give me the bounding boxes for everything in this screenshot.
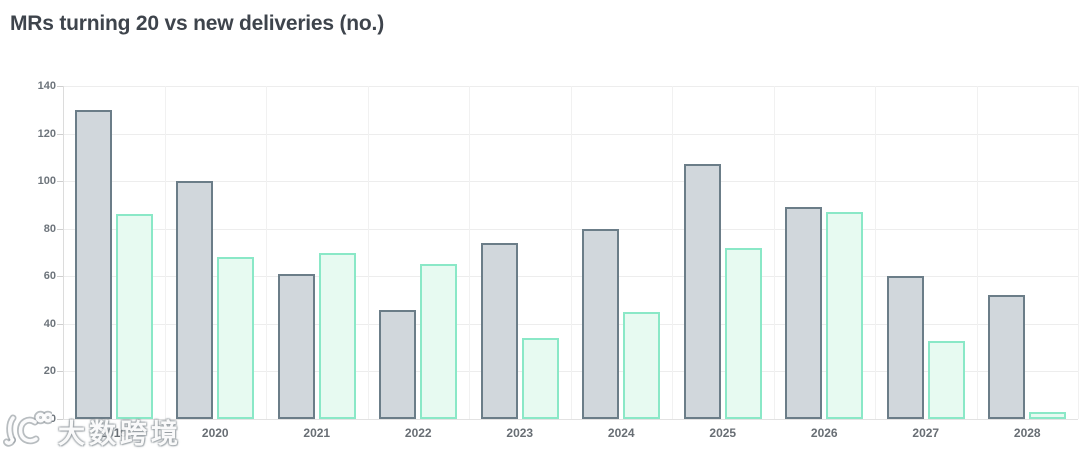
bar-mrs-turning-20[interactable] [176,181,214,419]
x-gridline [773,86,775,419]
y-gridline [63,323,1078,325]
x-axis-label: 2028 [1013,426,1041,440]
x-gridline [266,86,267,419]
x-axis-label: 2022 [404,426,432,440]
x-axis-label: 2025 [709,426,737,440]
y-gridline [63,133,1078,135]
y-axis-tick [57,419,63,420]
bar-mrs-turning-20[interactable] [480,242,518,419]
x-axis-label: 2019 [100,426,128,440]
y-gridline [63,228,1078,230]
bar-new-deliveries[interactable] [420,264,458,419]
x-axis-label: 2024 [607,426,635,440]
bar-mrs-turning-20[interactable] [683,164,721,419]
bar-new-deliveries[interactable] [724,247,762,419]
x-gridline [875,86,876,419]
brand-swirl-logo-icon [2,409,55,454]
y-axis-tick [57,181,63,183]
y-gridline [63,86,1078,87]
bar-mrs-turning-20[interactable] [886,276,924,419]
x-gridline [1078,86,1079,419]
x-gridline [976,86,978,419]
bar-mrs-turning-20[interactable] [277,273,315,419]
x-axis-label: 2027 [912,426,940,440]
x-gridline [164,86,166,419]
y-gridline [63,371,1078,373]
bar-mrs-turning-20[interactable] [74,109,112,419]
y-gridline [63,276,1078,278]
y-axis-label: 20 [43,365,56,378]
y-axis-tick [57,371,63,373]
y-axis-tick [57,276,63,278]
x-axis-label: 2020 [201,426,229,440]
y-axis-label: 80 [43,222,56,235]
x-axis-label: 2026 [810,426,838,440]
x-axis-label: 2021 [303,426,331,440]
y-axis-label: 0 [49,413,56,425]
x-gridline [367,86,369,419]
y-axis-tick [57,228,63,230]
y-gridline [63,181,1078,183]
y-axis-tick [57,86,63,87]
bar-mrs-turning-20[interactable] [988,295,1026,419]
y-axis-label: 40 [43,317,56,330]
y-axis-label: 140 [37,80,56,92]
y-gridline [63,419,1078,420]
bar-new-deliveries[interactable] [826,212,864,419]
x-gridline [672,86,673,419]
bar-mrs-turning-20[interactable] [379,309,417,419]
chart-title: MRs turning 20 vs new deliveries (no.) [10,12,384,35]
bar-new-deliveries[interactable] [1029,411,1067,419]
bar-mrs-turning-20[interactable] [582,228,620,419]
bar-new-deliveries[interactable] [318,252,356,419]
bar-mrs-turning-20[interactable] [785,207,823,419]
y-axis-tick [57,323,63,325]
bar-new-deliveries[interactable] [623,311,661,419]
bar-new-deliveries[interactable] [521,338,559,419]
x-axis-label: 2023 [506,426,534,440]
y-axis-label: 60 [43,270,56,283]
y-axis-line [63,86,64,419]
bar-new-deliveries[interactable] [217,257,255,419]
x-gridline [570,86,572,419]
y-axis-label: 100 [37,175,56,188]
y-axis-label: 120 [37,127,56,140]
bar-new-deliveries[interactable] [927,340,965,419]
y-axis-tick [57,133,63,135]
x-gridline [469,86,470,419]
x-gridline [63,86,64,419]
bar-new-deliveries[interactable] [115,214,153,419]
